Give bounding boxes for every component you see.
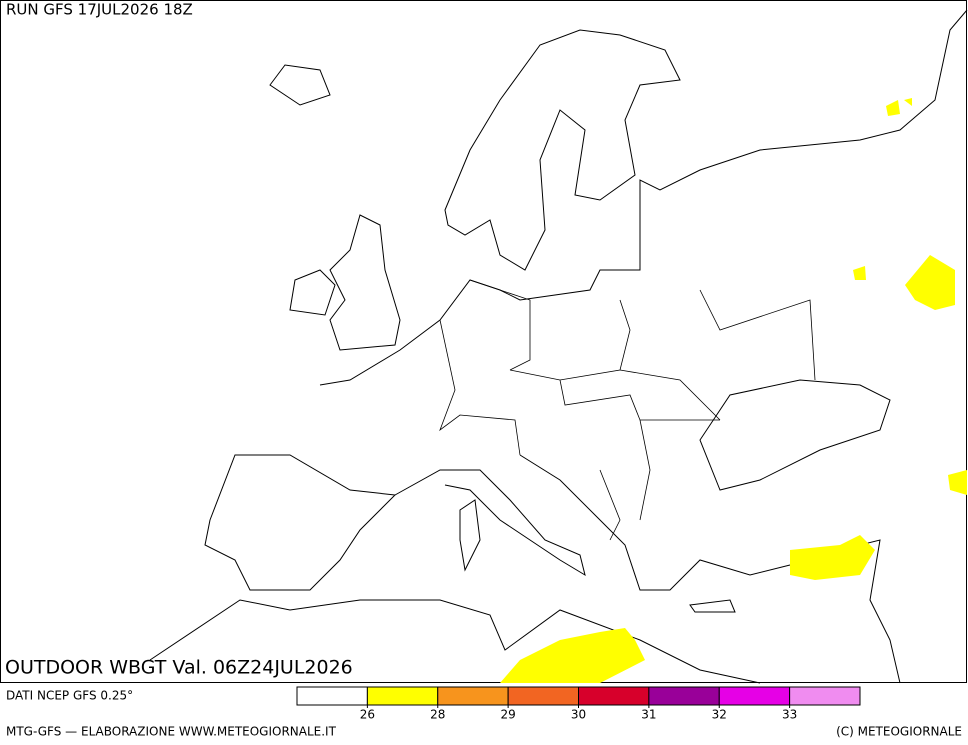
color-box (437, 686, 509, 706)
color-box (296, 686, 368, 706)
wbgt-areas (500, 98, 967, 683)
iceland (269, 64, 331, 106)
wbgt-area (948, 470, 967, 495)
tick-label: 26 (360, 708, 375, 722)
ireland (289, 269, 336, 316)
great-britain (329, 214, 401, 351)
africa-coast (149, 599, 761, 684)
scandinavia (444, 29, 681, 271)
color-box (718, 686, 791, 706)
copyright: (C) METEOGIORNALE (836, 725, 962, 739)
color-box (789, 686, 861, 706)
borders (439, 279, 816, 541)
tick-label: 31 (641, 708, 656, 722)
iberia (204, 454, 397, 591)
map-title: OUTDOOR WBGT Val. 06Z24JUL2026 (5, 657, 353, 679)
wbgt-area (905, 255, 955, 310)
tick-label: 30 (571, 708, 586, 722)
color-box (578, 686, 650, 706)
crete (689, 599, 736, 613)
color-box (366, 686, 439, 706)
balkans-turkey-coast (519, 454, 901, 684)
credit: MTG-GFS — ELABORAZIONE WWW.METEOGIORNALE… (6, 725, 337, 739)
tick-label: 33 (782, 708, 797, 722)
tick-label: 29 (500, 708, 515, 722)
sardinia-corsica (459, 499, 481, 572)
color-box (507, 686, 579, 706)
italy (394, 469, 586, 577)
tick-label: 32 (712, 708, 727, 722)
map-frame (0, 0, 967, 683)
tick-label: 28 (430, 708, 445, 722)
run-label: RUN GFS 17JUL2026 18Z (6, 1, 193, 19)
colorbar: 26 28 29 30 31 32 33 (296, 686, 861, 722)
data-source: DATI NCEP GFS 0.25° (6, 689, 133, 703)
color-box (648, 686, 720, 706)
black-sea (699, 379, 891, 491)
wbgt-area (500, 628, 645, 683)
wbgt-area (790, 535, 875, 580)
